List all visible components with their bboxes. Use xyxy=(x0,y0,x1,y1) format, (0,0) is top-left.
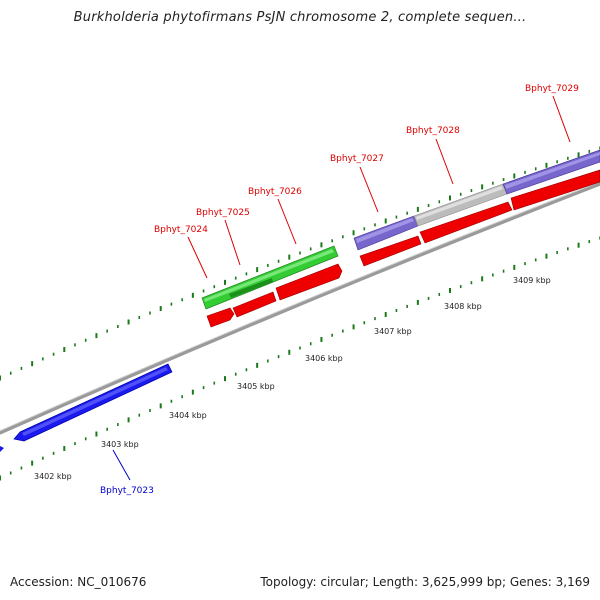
kbp-label: 3404 kbp xyxy=(169,411,207,420)
gene-label[interactable]: Bphyt_7025 xyxy=(196,208,250,218)
gene-label[interactable]: Bphyt_7027 xyxy=(330,154,384,164)
gene-label[interactable]: Bphyt_7026 xyxy=(248,187,302,197)
inner-tick-ring xyxy=(0,236,600,481)
gene-feature-red-2[interactable] xyxy=(232,291,277,318)
kbp-label: 3406 kbp xyxy=(305,354,343,363)
kbp-label: 3408 kbp xyxy=(444,302,482,311)
kbp-label: 3405 kbp xyxy=(237,382,275,391)
gene-label[interactable]: Bphyt_7029 xyxy=(525,84,579,94)
gene-feature-blue[interactable] xyxy=(13,363,173,442)
gene-feature-blue-partial[interactable] xyxy=(0,446,4,452)
gene-feature-red-4[interactable] xyxy=(359,235,422,267)
gene-feature-purple-2[interactable] xyxy=(502,149,600,195)
kbp-label: 3407 kbp xyxy=(374,327,412,336)
gene-label[interactable]: Bphyt_7028 xyxy=(406,126,460,136)
gene-feature-red-1[interactable] xyxy=(206,307,235,328)
accession-text: Accession: NC_010676 xyxy=(10,575,147,589)
gene-label[interactable]: Bphyt_7023 xyxy=(100,486,154,496)
backbone-highlight xyxy=(0,181,600,432)
genome-summary-text: Topology: circular; Length: 3,625,999 bp… xyxy=(260,575,590,589)
kbp-label: 3402 kbp xyxy=(34,472,72,481)
backbone-line xyxy=(0,182,600,435)
outer-tick-ring xyxy=(0,146,600,381)
gene-feature-red-5[interactable] xyxy=(419,201,513,244)
kbp-label: 3409 kbp xyxy=(513,276,551,285)
gene-feature-green[interactable] xyxy=(201,245,339,310)
gene-label-leaders xyxy=(187,95,571,279)
gene-label-leader-blue xyxy=(112,449,131,481)
kbp-label: 3403 kbp xyxy=(101,440,139,449)
gene-label[interactable]: Bphyt_7024 xyxy=(154,225,208,235)
gene-feature-red-3[interactable] xyxy=(275,263,343,301)
gene-feature-red-6[interactable] xyxy=(510,169,600,211)
map-title: Burkholderia phytofirmans PsJN chromosom… xyxy=(73,10,527,25)
